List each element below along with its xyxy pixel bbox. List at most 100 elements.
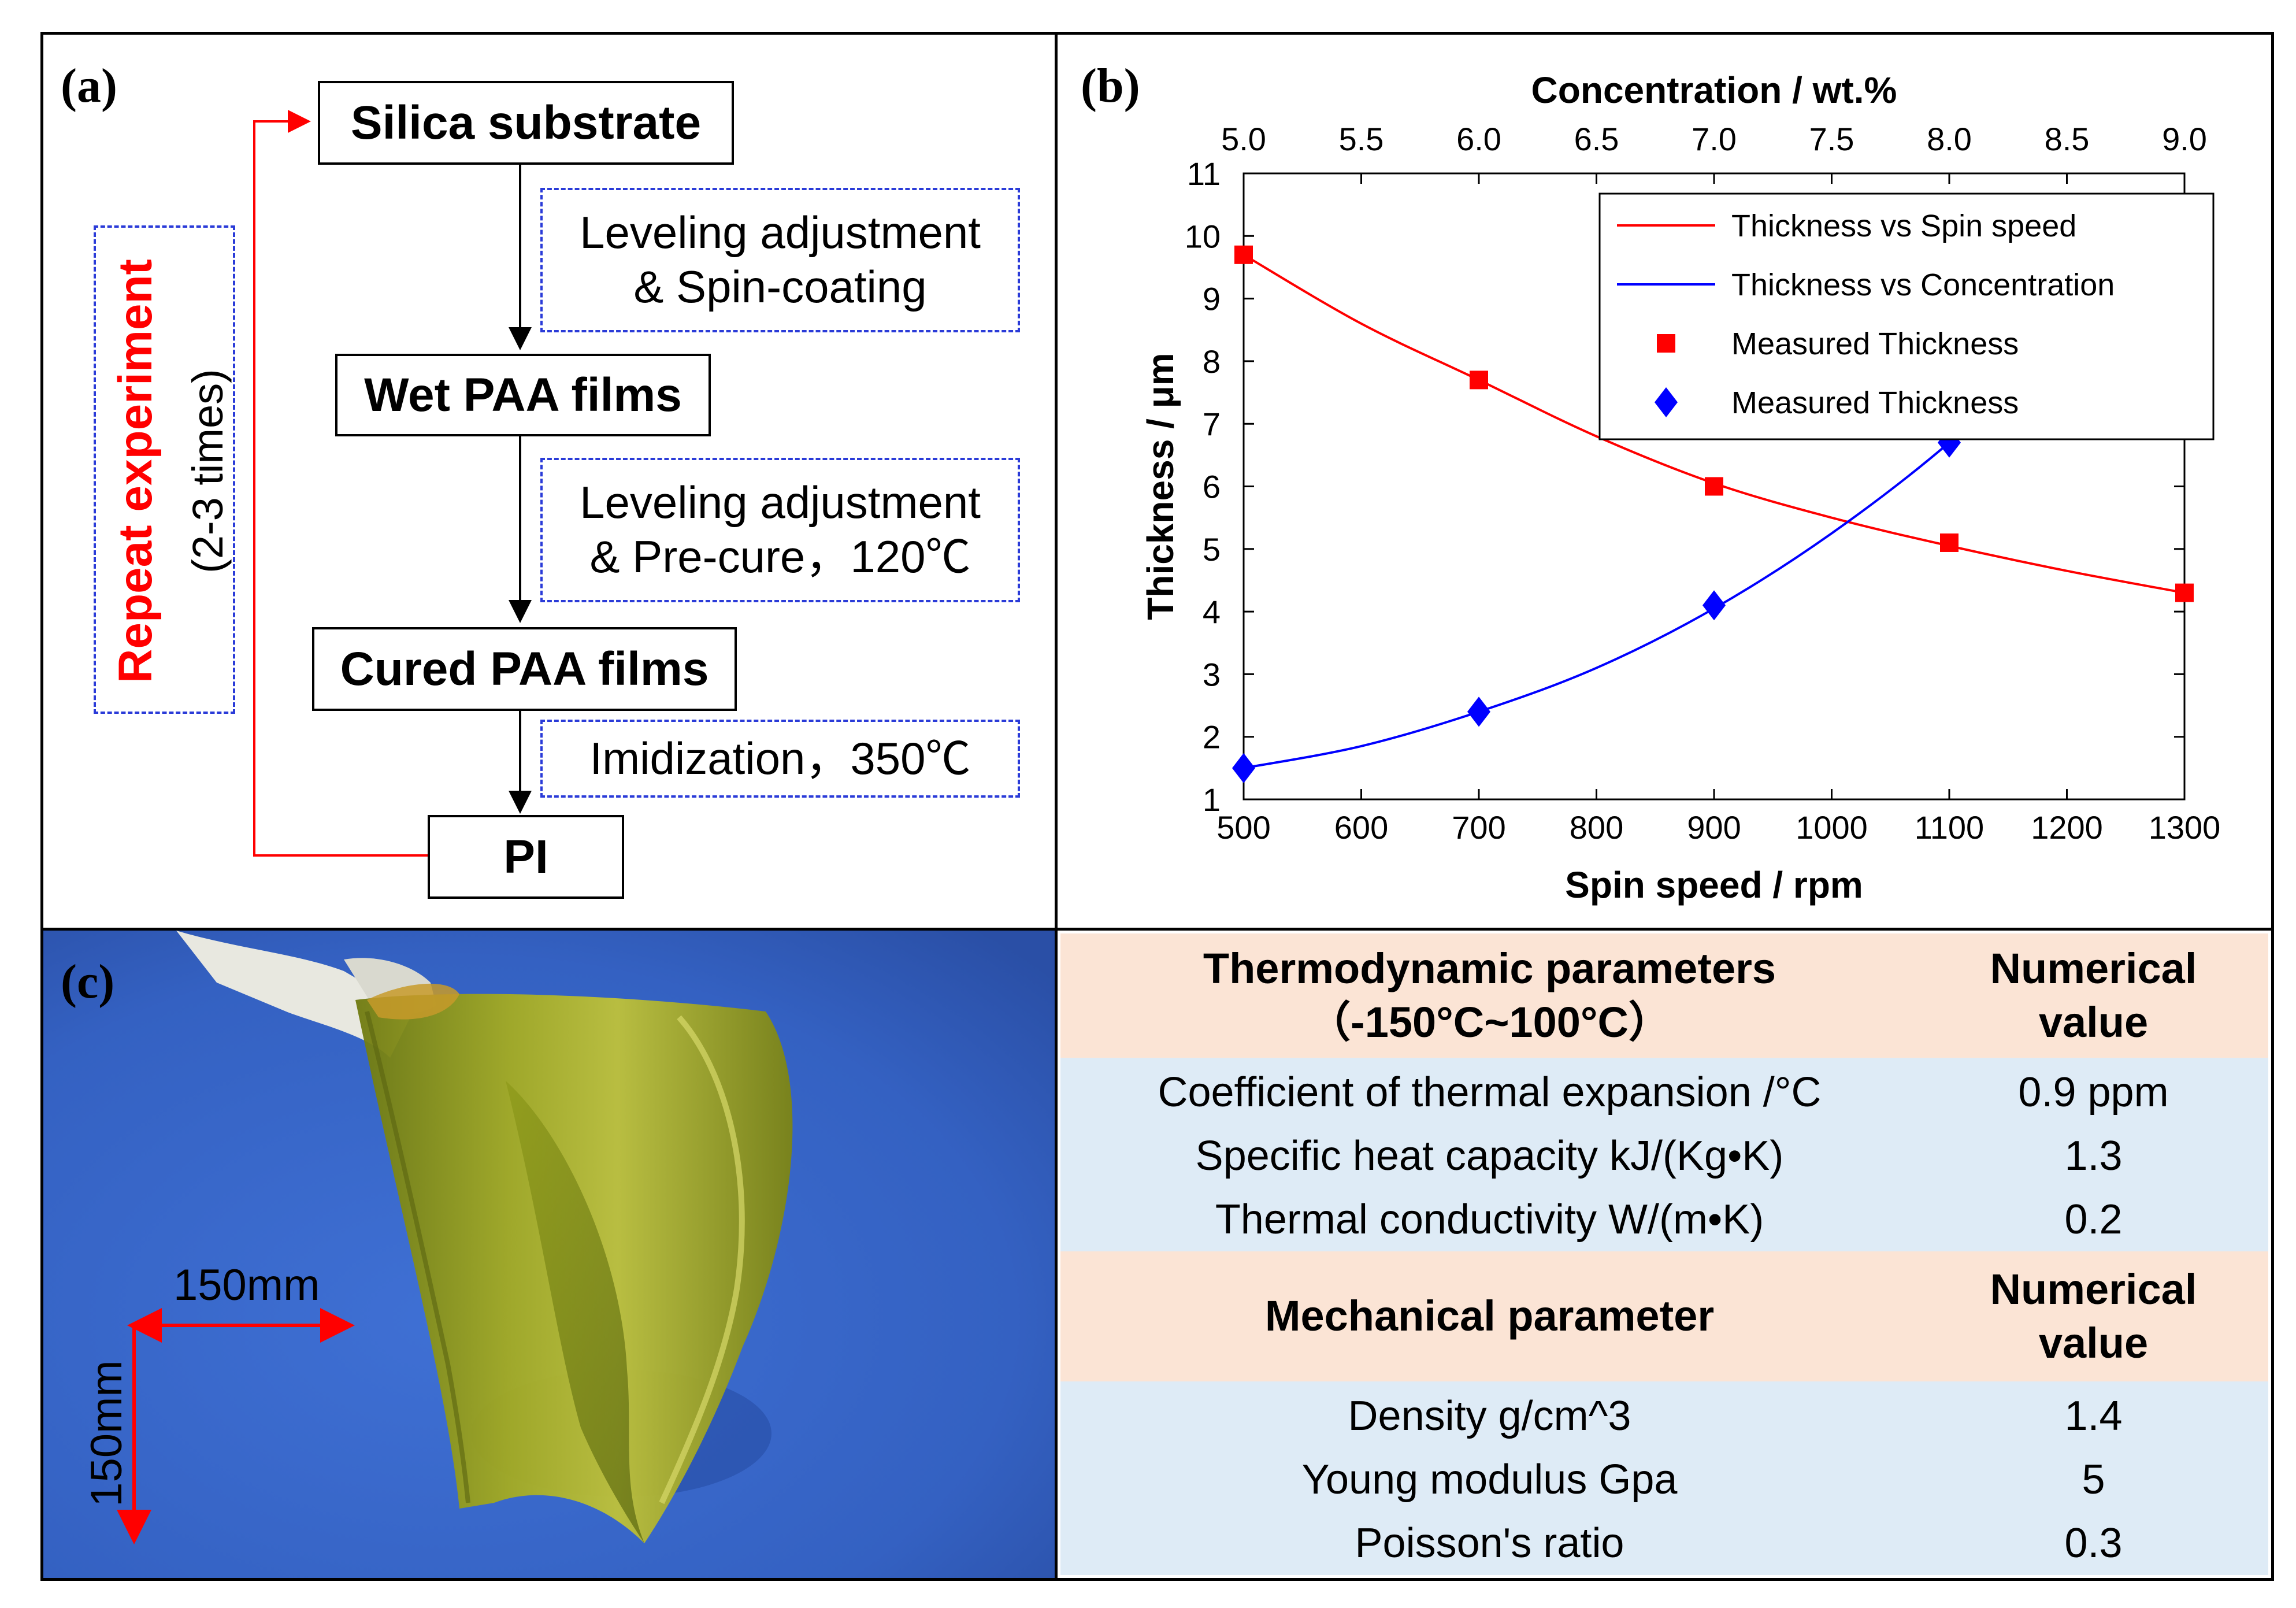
y-tick-label: 11 bbox=[1187, 155, 1221, 192]
param-value: 0.2 bbox=[2064, 1196, 2123, 1243]
y-tick-label: 3 bbox=[1203, 656, 1221, 692]
x2-tick-label: 5.0 bbox=[1221, 121, 1266, 157]
thermo-header-value-line1: Numerical bbox=[1990, 944, 2197, 992]
mech-header-title: Mechanical parameter bbox=[1264, 1292, 1715, 1340]
y-tick-label: 9 bbox=[1203, 281, 1221, 317]
step-wet-paa-films: Wet PAA films bbox=[335, 354, 711, 436]
flowchart-connectors bbox=[253, 110, 532, 857]
thermo-header-row: Thermodynamic parameters （-150°C~100°C） … bbox=[1060, 933, 2268, 1058]
repeat-experiment-note: (2-3 times) bbox=[184, 369, 232, 573]
thermo-body bbox=[1060, 1058, 2268, 1251]
param-value: 0.3 bbox=[2064, 1520, 2123, 1566]
process-leveling-spin: Leveling adjustment & Spin-coating bbox=[540, 188, 1020, 332]
legend-swatch-square bbox=[1657, 334, 1675, 353]
data-point-diamond bbox=[1702, 590, 1726, 621]
repeat-experiment-title: Repeat experiment bbox=[109, 259, 162, 683]
table-row: Young modulus Gpa 5 bbox=[1060, 1448, 2268, 1511]
process-2-line2: & Pre-cure，120℃ bbox=[589, 531, 971, 582]
panel-a-label: (a) bbox=[61, 59, 117, 113]
x2-tick-label: 8.5 bbox=[2045, 121, 2090, 157]
repeat-experiment-box bbox=[94, 225, 235, 714]
x-tick-label: 1000 bbox=[1796, 809, 1868, 846]
data-point-diamond bbox=[1232, 753, 1255, 783]
thermo-header-param: Thermodynamic parameters （-150°C~100°C） bbox=[1060, 933, 1919, 1058]
param-name: Young modulus Gpa bbox=[1301, 1457, 1678, 1503]
param-name: Specific heat capacity kJ/(Kg•K) bbox=[1195, 1133, 1784, 1179]
legend-label: Measured Thickness bbox=[1731, 327, 2019, 361]
param-name: Thermal conductivity W/(m•K) bbox=[1215, 1196, 1764, 1243]
dim-label-vertical: 150mm bbox=[82, 1360, 131, 1507]
legend-label: Measured Thickness bbox=[1731, 386, 2019, 420]
x-tick-label: 600 bbox=[1334, 809, 1388, 846]
table-row: Coefficient of thermal expansion /°C 0.9… bbox=[1060, 1061, 2268, 1124]
y-tick-label: 10 bbox=[1185, 218, 1221, 254]
mech-header-value-line2: value bbox=[2038, 1318, 2149, 1367]
y-tick-label: 5 bbox=[1203, 531, 1221, 568]
x-tick-label: 700 bbox=[1452, 809, 1505, 846]
thermo-header-value: Numerical value bbox=[1919, 933, 2268, 1058]
table-frame bbox=[1055, 928, 2274, 1581]
x-tick-label: 500 bbox=[1216, 809, 1270, 846]
dim-label-horizontal: 150mm bbox=[173, 1261, 320, 1310]
mech-header-value: Numerical value bbox=[1919, 1251, 2268, 1381]
y-tick-label: 7 bbox=[1203, 406, 1221, 442]
legend-label: Thickness vs Spin speed bbox=[1731, 209, 2076, 243]
thermo-header-value-line2: value bbox=[2038, 998, 2149, 1046]
mech-header-row: Mechanical parameter Numerical value bbox=[1060, 1251, 2268, 1381]
x-axis-label: Spin speed / rpm bbox=[1565, 864, 1863, 906]
dimension-arrows bbox=[117, 1308, 355, 1544]
data-point-square bbox=[1940, 533, 1959, 552]
panel-c-label: (c) bbox=[61, 955, 115, 1009]
table-row: Density g/cm^3 1.4 bbox=[1060, 1384, 2268, 1448]
legend-box bbox=[1598, 192, 2215, 440]
data-point-square bbox=[1234, 245, 1253, 264]
x-tick-label: 1200 bbox=[2031, 809, 2103, 846]
repeat-loop-arrow bbox=[253, 110, 428, 857]
legend-label: Thickness vs Concentration bbox=[1731, 268, 2115, 302]
table-row: Thermal conductivity W/(m•K) 0.2 bbox=[1060, 1188, 2268, 1251]
parameters-table: Thermodynamic parameters （-150°C~100°C） … bbox=[1060, 933, 2268, 1575]
x2-tick-label: 8.0 bbox=[1927, 121, 1972, 157]
x-tick-label: 800 bbox=[1570, 809, 1623, 846]
data-point-square bbox=[1705, 477, 1723, 496]
x2-tick-label: 7.0 bbox=[1692, 121, 1737, 157]
param-name: Coefficient of thermal expansion /°C bbox=[1158, 1069, 1822, 1116]
y-tick-label: 6 bbox=[1203, 469, 1221, 505]
y-tick-label: 4 bbox=[1203, 594, 1221, 630]
step-pi: PI bbox=[428, 815, 624, 899]
param-name: Poisson's ratio bbox=[1355, 1520, 1624, 1566]
process-1-line1: Leveling adjustment bbox=[580, 207, 981, 258]
x-tick-label: 1100 bbox=[1915, 809, 1984, 846]
thermo-header-title: Thermodynamic parameters bbox=[1203, 944, 1776, 992]
mech-header-param: Mechanical parameter bbox=[1060, 1251, 1919, 1381]
x2-axis-label: Concentration / wt.% bbox=[1531, 69, 1897, 111]
x2-tick-label: 6.5 bbox=[1574, 121, 1619, 157]
step-cured-paa-films: Cured PAA films bbox=[312, 627, 737, 711]
table-row: Poisson's ratio 0.3 bbox=[1060, 1511, 2268, 1575]
y-tick-label: 8 bbox=[1203, 343, 1221, 380]
table-row: Specific heat capacity kJ/(Kg•K) 1.3 bbox=[1060, 1124, 2268, 1188]
x2-tick-label: 5.5 bbox=[1339, 121, 1384, 157]
y-tick-label: 2 bbox=[1203, 719, 1221, 755]
panel-b-label: (b) bbox=[1081, 59, 1140, 113]
y-tick-label: 1 bbox=[1203, 781, 1221, 818]
data-point-diamond bbox=[1467, 696, 1490, 727]
film-photo bbox=[43, 931, 1055, 1578]
data-point-square bbox=[1470, 370, 1488, 390]
thickness-chart: 500 600 700 800 900 1000 1100 1200 1300 5.0 5.5 6.0… bbox=[1140, 69, 2221, 906]
x2-tick-label: 9.0 bbox=[2162, 121, 2207, 157]
param-value: 1.4 bbox=[2064, 1393, 2123, 1439]
process-3-line1: Imidization，350℃ bbox=[589, 732, 971, 784]
process-1-line2: & Spin-coating bbox=[633, 261, 927, 312]
data-point-square bbox=[2175, 583, 2194, 602]
thermo-header-range: （-150°C~100°C） bbox=[1308, 998, 1671, 1046]
param-value: 0.9 ppm bbox=[2018, 1069, 2169, 1116]
process-leveling-precure: Leveling adjustment & Pre-cure，120℃ bbox=[540, 458, 1020, 602]
process-imidization: Imidization，350℃ bbox=[540, 720, 1020, 798]
mech-header-value-line1: Numerical bbox=[1990, 1265, 2197, 1313]
x2-tick-label: 7.5 bbox=[1809, 121, 1854, 157]
x-tick-label: 900 bbox=[1687, 809, 1741, 846]
legend-swatch-diamond bbox=[1655, 387, 1678, 417]
x-tick-label: 1300 bbox=[2149, 809, 2221, 846]
y-axis-label: Thickness / μm bbox=[1140, 353, 1181, 620]
